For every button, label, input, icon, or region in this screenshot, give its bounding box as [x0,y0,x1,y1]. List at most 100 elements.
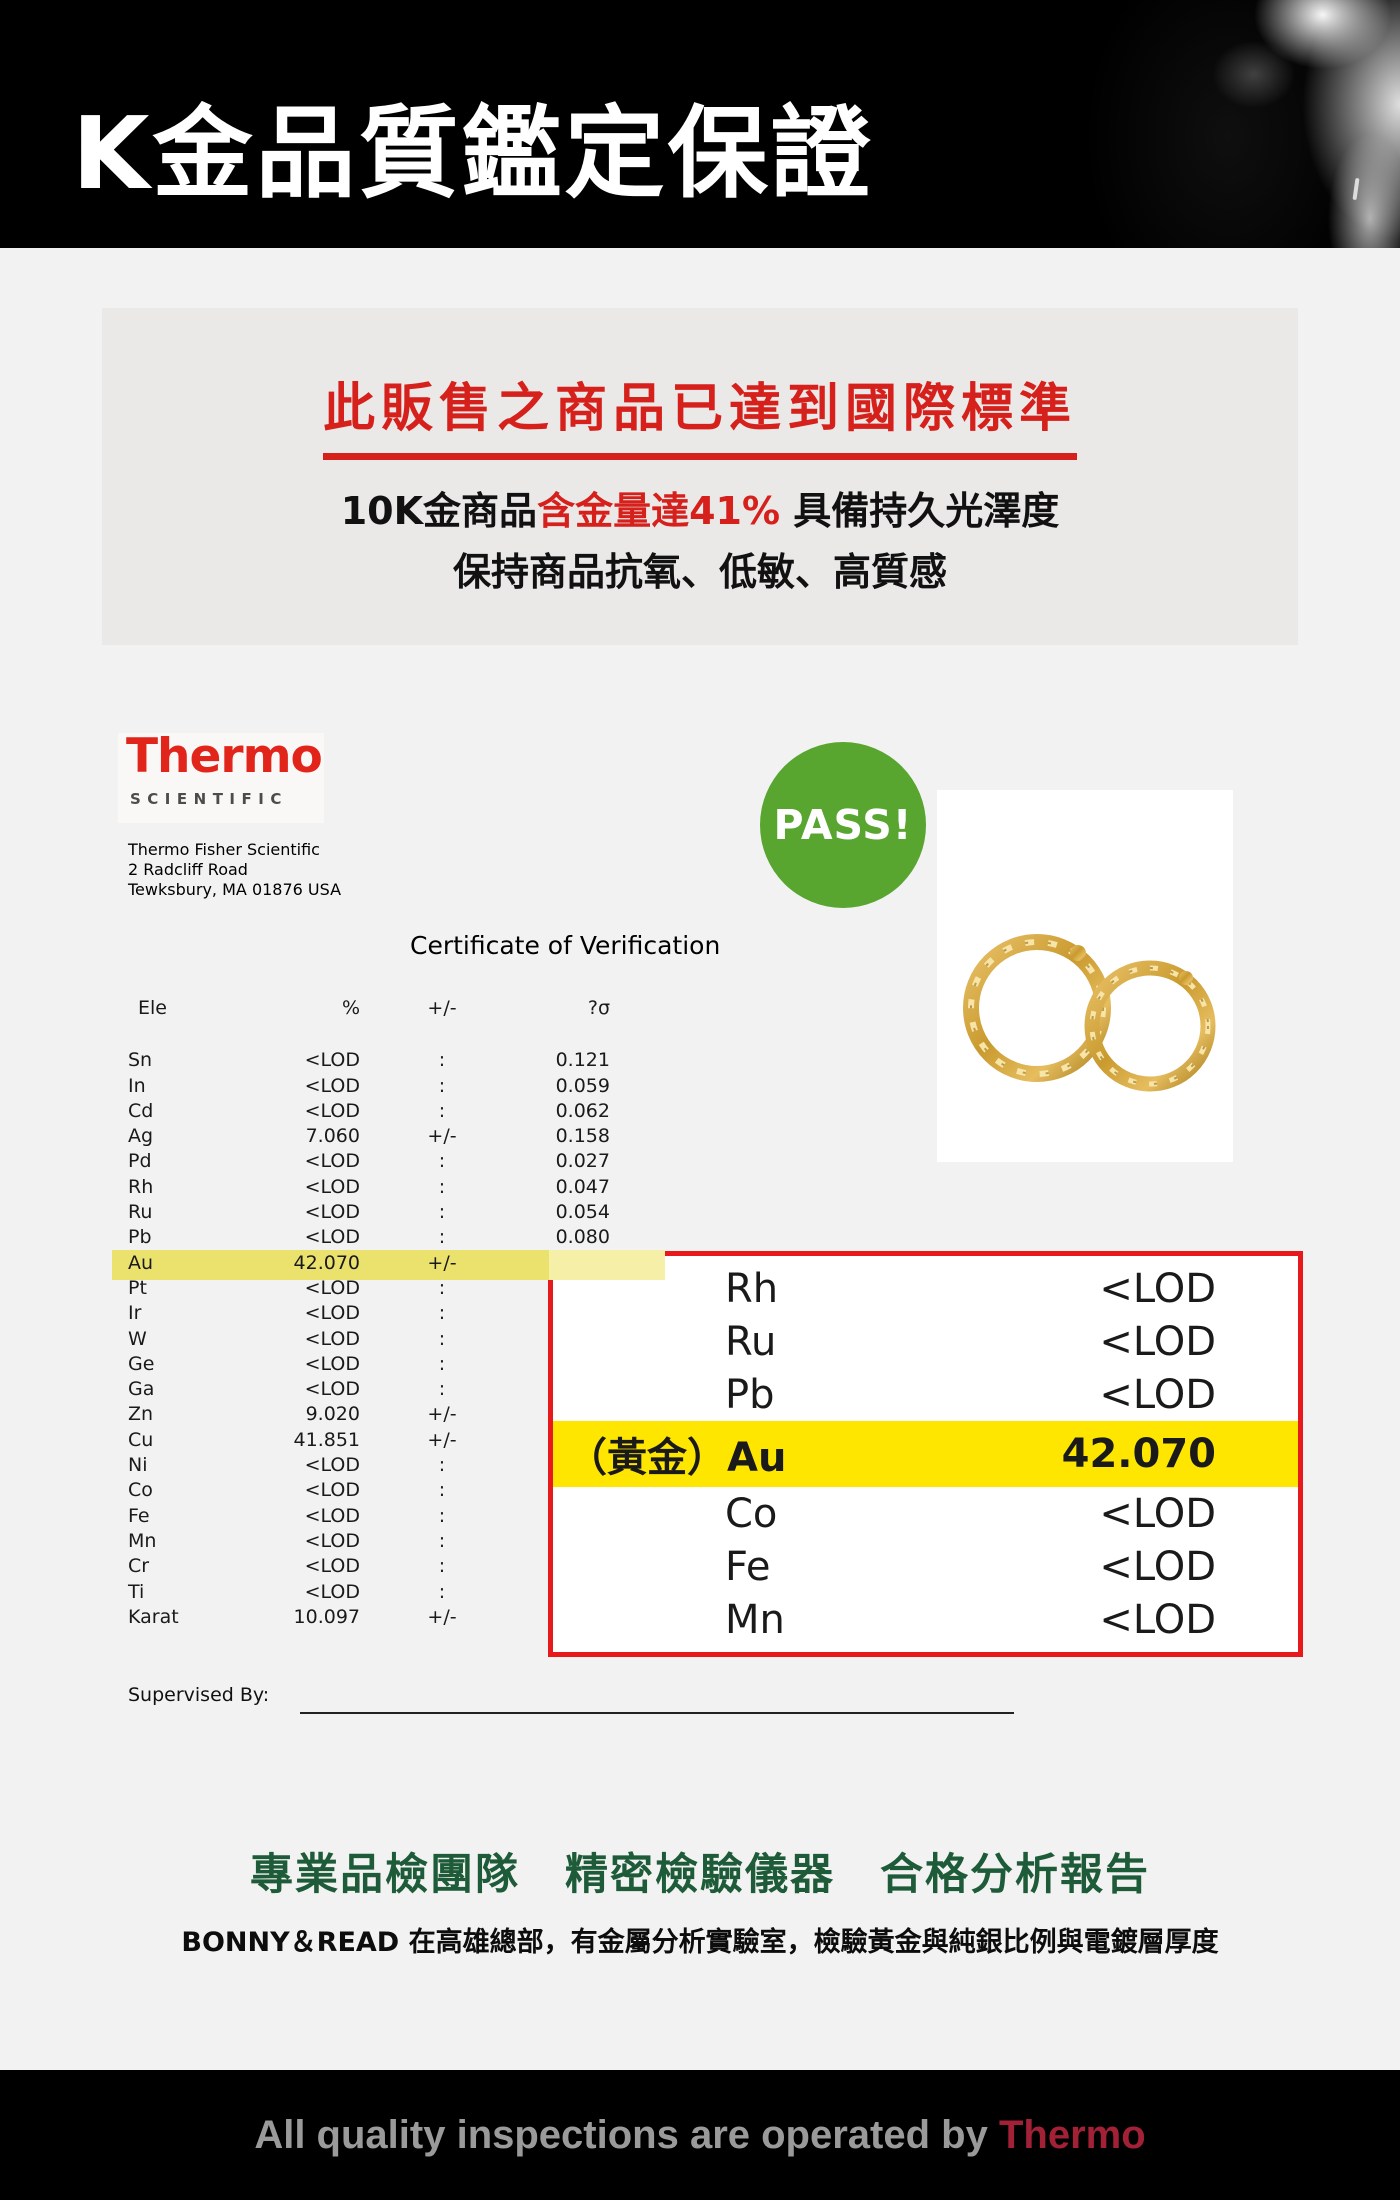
zoom-row: Co <LOD [553,1487,1298,1540]
certificate-cell: Cr [128,1555,150,1578]
footer-text: All quality inspections are operated by [254,2112,999,2157]
card-subline-2: 保持商品抗氧、低敏、高質感 [452,550,947,594]
supervised-by-label: Supervised By: [128,1684,270,1706]
certificate-row: Au 42.070 +/- [102,1251,662,1276]
certificate-cell: : [438,1529,446,1552]
certificate-row: Mn <LOD: [102,1529,662,1554]
certificate-row: Rh <LOD: 0.047 [102,1175,662,1200]
certificate-cell: : [438,1327,446,1350]
certificate-cell: 0.059 [555,1074,610,1097]
certificate-cell: Cd [128,1099,154,1122]
certificate-row: Cu 41.851 +/- [102,1428,662,1453]
certificate-cell: : [438,1454,446,1477]
thermo-logo-wordmark: Thermo [126,729,323,784]
certificate-cell: : [438,1150,446,1173]
certificate-row: Cd <LOD: 0.062 [102,1099,662,1124]
claims-subtext: BONNY＆READ 在高雄總部，有金屬分析實驗室，檢驗黃金與純銀比例與電鍍層厚… [181,1927,1219,1958]
certificate-cell: : [438,1175,446,1198]
certificate-cell: 0.027 [555,1150,610,1173]
certificate-cell: +/- [427,1251,457,1274]
col-sigma: ?σ [587,997,610,1019]
certificate-cell: Ag [128,1125,154,1148]
card-subline-1: 10K金商品含金量達41% 具備持久光澤度 [102,480,1298,535]
certificate-cell: : [438,1479,446,1502]
thermo-logo-scientific: SCIENTIFIC [130,790,288,808]
certificate-cell: <LOD [304,1201,360,1224]
certificate-title: Certificate of Verification [410,931,721,960]
certificate-row: Pt <LOD: [102,1276,662,1301]
certificate-cell: : [438,1276,446,1299]
certificate-cell: Sn [128,1049,153,1072]
certificate-cell: <LOD [304,1049,360,1072]
certificate-cell: : [438,1504,446,1527]
col-percent: % [341,997,360,1019]
zoom-row-element: Co [725,1490,778,1537]
zoom-row-value: <LOD [1099,1318,1216,1365]
certificate-cell: Zn [128,1403,154,1426]
certificate-row: Ge <LOD: [102,1352,662,1377]
col-plusminus: +/- [427,997,457,1019]
certificate-cell: <LOD [304,1454,360,1477]
pass-badge: PASS! [760,742,926,908]
certificate-cell: : [438,1378,446,1401]
certificate-cell: Rh [128,1175,154,1198]
certificate-cell: Ge [128,1352,155,1375]
footer-brand: Thermo [998,2112,1146,2157]
page-title: K金品質鑑定保證 [72,95,874,212]
certificate-row: Pb <LOD: 0.080 [102,1225,662,1250]
signature-line [300,1712,1014,1714]
au-highlight-band [112,1250,665,1280]
model-photo [970,0,1400,248]
certificate-cell: +/- [427,1125,457,1148]
zoom-row-value: 42.070 [1061,1431,1216,1477]
certificate-cell: Fe [128,1504,150,1527]
earring-glint [1352,177,1360,201]
subline-black-a: 10K金商品 [340,489,538,533]
certificate-cell: 0.047 [555,1175,610,1198]
subline-red: 含金量達41% [537,489,781,533]
certificate-cell: Ti [128,1580,145,1603]
standard-card: 此販售之商品已達到國際標準 10K金商品含金量達41% 具備持久光澤度 保持商品… [102,308,1298,645]
zoom-row-gold-highlight: （黃金）Au 42.070 [553,1421,1298,1487]
certificate-cell: : [438,1099,446,1122]
certificate-cell: : [438,1555,446,1578]
certificate-cell: <LOD [304,1378,360,1401]
certificate-cell: Ni [128,1454,148,1477]
certificate-cell: 7.060 [305,1125,360,1148]
certificate-row: Cr <LOD: [102,1554,662,1579]
certificate-cell: 0.080 [555,1226,610,1249]
zoom-row-value: <LOD [1099,1371,1216,1418]
certificate-row: Pd <LOD: 0.027 [102,1149,662,1174]
certificate-cell: 0.054 [555,1201,610,1224]
lab-address-line: 2 Radcliff Road [128,860,248,879]
certificate-row: In <LOD: 0.059 [102,1074,662,1099]
certificate-cell: Pd [128,1150,152,1173]
certificate-cell: <LOD [304,1276,360,1299]
certificate-cell: Ir [128,1302,142,1325]
claims-heading: 專業品檢團隊 精密檢驗儀器 合格分析報告 [250,1850,1150,1900]
certificate-row: W <LOD: [102,1327,662,1352]
product-image [937,790,1233,1162]
certificate-row: Zn 9.020 +/- [102,1402,662,1427]
lab-address-line: Thermo Fisher Scientific [128,840,320,859]
certificate-header-row: Ele % +/- ?σ [102,996,662,1021]
certificate-cell: Pb [128,1226,152,1249]
certificate-cell: Ru [128,1201,153,1224]
certificate-cell: <LOD [304,1479,360,1502]
certificate-cell: : [438,1226,446,1249]
zoom-row-value: <LOD [1099,1596,1216,1643]
gold-earrings-illustration [963,934,1216,1092]
certificate-cell: <LOD [304,1580,360,1603]
certificate-cell: Ga [128,1378,155,1401]
certificate-cell: : [438,1302,446,1325]
certificate-row: Ga <LOD: [102,1377,662,1402]
zoom-row: Rh <LOD [553,1262,1298,1315]
certificate-row: Co <LOD: [102,1478,662,1503]
zoom-row: Fe <LOD [553,1540,1298,1593]
zoom-row-value: <LOD [1099,1543,1216,1590]
certificate-cell: <LOD [304,1099,360,1122]
certificate-row: Ni <LOD: [102,1453,662,1478]
zoom-row: Pb <LOD [553,1368,1298,1421]
zoom-row-element: Ru [725,1318,777,1365]
